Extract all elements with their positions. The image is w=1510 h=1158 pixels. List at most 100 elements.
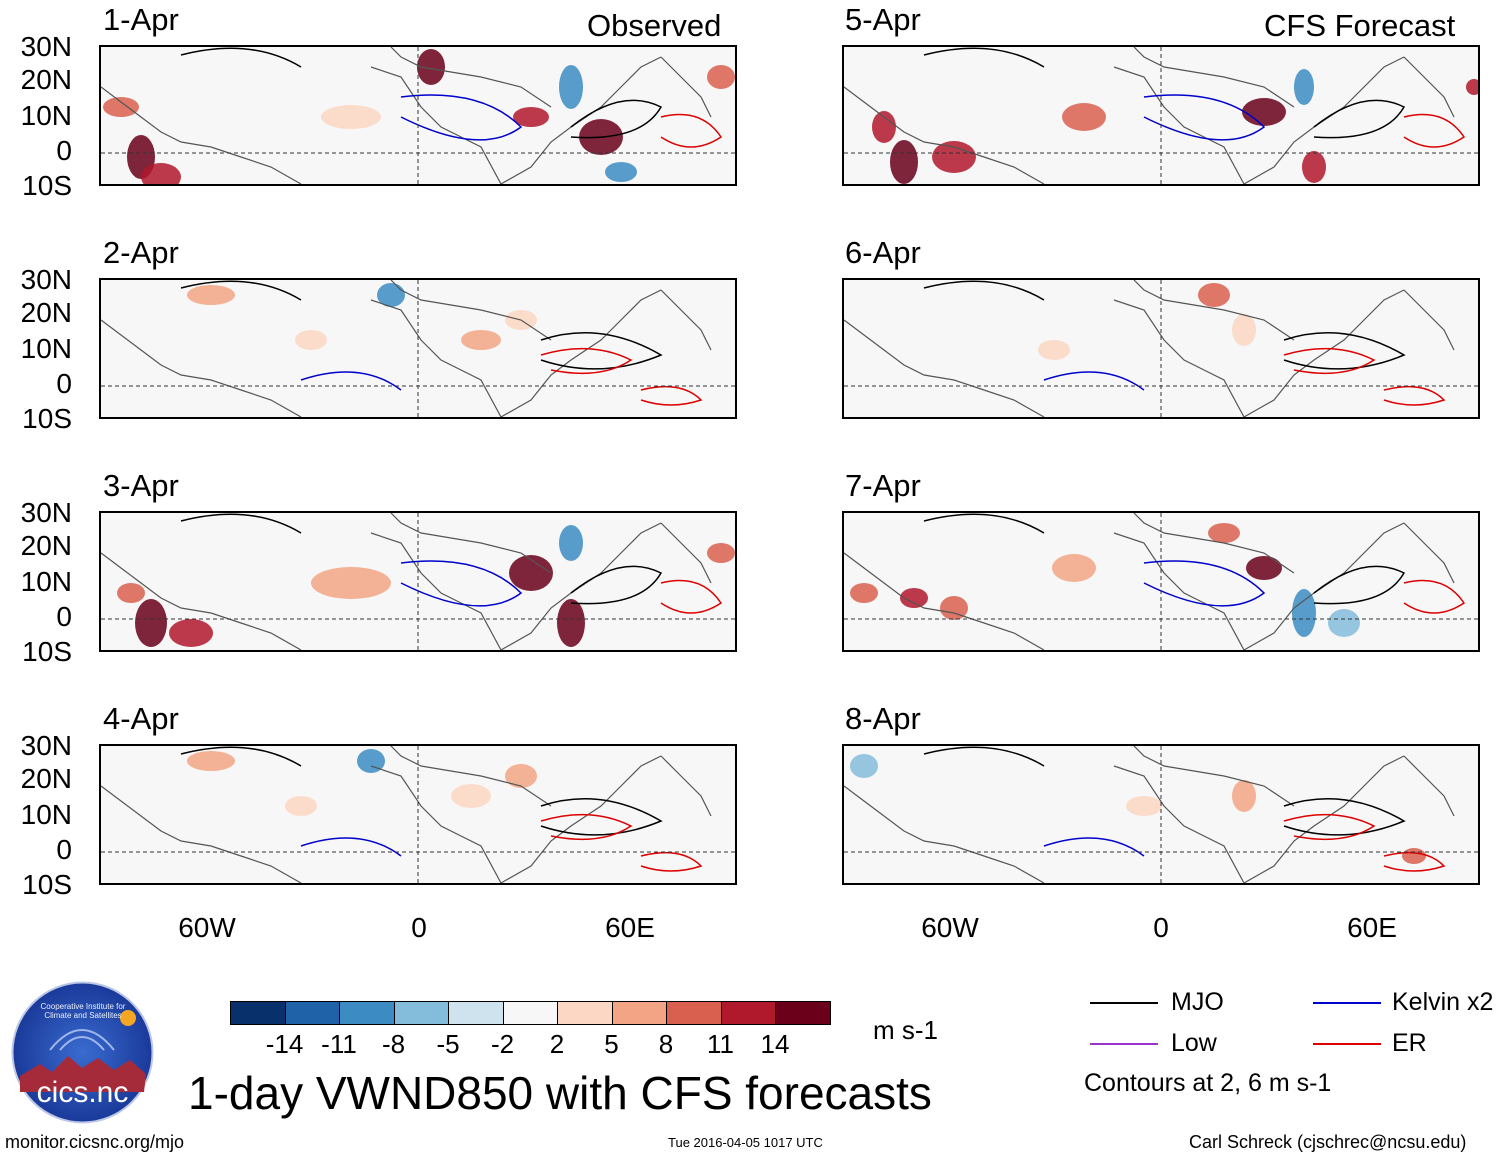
coastline bbox=[101, 319, 302, 417]
wind-anomaly-patch bbox=[311, 567, 391, 599]
coastline bbox=[1403, 56, 1455, 118]
wind-anomaly-patch bbox=[850, 583, 878, 603]
coastline bbox=[1113, 532, 1245, 650]
lat-label: 30N bbox=[20, 497, 72, 528]
main-title: 1-day VWND850 with CFS forecasts bbox=[188, 1067, 932, 1119]
wind-anomaly-patch bbox=[451, 784, 491, 808]
lat-label: 20N bbox=[20, 297, 72, 328]
lat-label: 0 bbox=[56, 368, 72, 399]
contour-line bbox=[660, 579, 723, 614]
coastline bbox=[844, 785, 1045, 883]
legend-kelvin-label: Kelvin x2 bbox=[1392, 988, 1494, 1016]
contour-line bbox=[300, 837, 402, 857]
colorbar-tick-label: -14 bbox=[265, 1029, 304, 1059]
map-panel-observed-3 bbox=[99, 511, 737, 652]
contour-line bbox=[1313, 565, 1406, 605]
coastline bbox=[500, 289, 662, 417]
legend-low-label: Low bbox=[1171, 1029, 1217, 1057]
lon-label-right-0: 0 bbox=[1153, 912, 1169, 943]
colorbar-swatch bbox=[720, 1001, 776, 1025]
wind-anomaly-patch bbox=[169, 619, 213, 647]
lat-label: 30N bbox=[20, 264, 72, 295]
wind-anomaly-patch bbox=[850, 754, 878, 778]
wind-anomaly-patch bbox=[1126, 796, 1162, 816]
forecast-title: CFS Forecast bbox=[1264, 8, 1456, 43]
contour-line bbox=[180, 513, 302, 534]
legend-er-label: ER bbox=[1392, 1029, 1427, 1057]
contour-line bbox=[180, 47, 302, 68]
coastline bbox=[390, 746, 552, 807]
coastline bbox=[844, 319, 1045, 417]
lat-label: 10N bbox=[20, 333, 72, 364]
colorbar-tick-label: -11 bbox=[321, 1029, 357, 1059]
wind-anomaly-patch bbox=[1208, 523, 1240, 543]
contour-line bbox=[923, 47, 1045, 68]
map-panel-forecast-3 bbox=[842, 511, 1480, 652]
logo-text: cics.nc bbox=[36, 1076, 129, 1109]
wind-anomaly-patch bbox=[505, 764, 537, 788]
contour-line bbox=[1283, 813, 1376, 841]
wind-anomaly-patch bbox=[559, 525, 583, 561]
legend-mjo-line bbox=[1090, 1002, 1158, 1004]
contour-line bbox=[540, 798, 663, 836]
map-field bbox=[844, 280, 1478, 417]
lat-label: 20N bbox=[20, 530, 72, 561]
contour-line bbox=[180, 746, 302, 767]
contour-line bbox=[1313, 99, 1406, 139]
legend-mjo-label: MJO bbox=[1171, 988, 1224, 1016]
contour-line bbox=[1383, 851, 1446, 872]
wind-anomaly-patch bbox=[557, 599, 585, 647]
wind-anomaly-patch bbox=[1328, 609, 1360, 637]
panel-date-observed-2: 2-Apr bbox=[103, 235, 179, 270]
coastline bbox=[660, 755, 712, 817]
wind-anomaly-patch bbox=[1294, 69, 1314, 105]
map-field bbox=[101, 280, 735, 417]
footer-author: Carl Schreck (cjschrec@ncsu.edu) bbox=[1189, 1132, 1467, 1152]
coastline bbox=[370, 66, 502, 184]
wind-anomaly-patch bbox=[932, 141, 976, 173]
contour-line bbox=[923, 513, 1045, 534]
map-field bbox=[844, 746, 1478, 883]
coastline bbox=[101, 552, 302, 650]
coastline bbox=[1133, 746, 1295, 807]
colorbar-tick-label: -5 bbox=[436, 1029, 460, 1059]
contour-line bbox=[923, 746, 1045, 767]
logo-ring-text: Cooperative Institute for Climate and Sa… bbox=[40, 1002, 126, 1020]
lat-label: 30N bbox=[20, 730, 72, 761]
lon-label-right-60w: 60W bbox=[921, 912, 979, 943]
contour-line bbox=[640, 851, 703, 872]
coastline bbox=[844, 86, 1045, 184]
wind-anomaly-patch bbox=[1466, 79, 1478, 95]
contour-line bbox=[1283, 332, 1406, 370]
wind-anomaly-patch bbox=[417, 49, 445, 85]
colorbar-swatch bbox=[557, 1001, 613, 1025]
wind-anomaly-patch bbox=[295, 330, 327, 350]
lat-label: 10N bbox=[20, 100, 72, 131]
footer-timestamp: Tue 2016-04-05 1017 UTC bbox=[668, 1135, 823, 1150]
colorbar-tick-label: 5 bbox=[604, 1029, 619, 1059]
wind-anomaly-patch bbox=[890, 140, 918, 184]
legend-kelvin-line bbox=[1313, 1002, 1381, 1004]
lat-label: 0 bbox=[56, 834, 72, 865]
wind-anomaly-patch bbox=[1232, 314, 1256, 346]
map-panel-observed-4 bbox=[99, 744, 737, 885]
cics-logo-icon bbox=[11, 981, 154, 1124]
contour-line bbox=[300, 371, 402, 391]
map-field bbox=[844, 47, 1478, 184]
map-panel-forecast-1 bbox=[842, 45, 1480, 186]
coastline bbox=[1133, 47, 1295, 108]
wind-anomaly-patch bbox=[117, 583, 145, 603]
wind-anomaly-patch bbox=[187, 751, 235, 771]
contour-line bbox=[540, 347, 633, 375]
contour-line bbox=[540, 813, 633, 841]
contour-line bbox=[1403, 579, 1466, 614]
colorbar-tick-label: 2 bbox=[549, 1029, 565, 1059]
coastline bbox=[370, 765, 502, 883]
wind-anomaly-patch bbox=[707, 65, 735, 89]
coastline bbox=[660, 289, 712, 351]
map-field bbox=[101, 47, 735, 184]
coastline bbox=[660, 522, 712, 584]
wind-anomaly-patch bbox=[1292, 589, 1316, 637]
map-field bbox=[101, 746, 735, 883]
contour-line bbox=[540, 332, 663, 370]
